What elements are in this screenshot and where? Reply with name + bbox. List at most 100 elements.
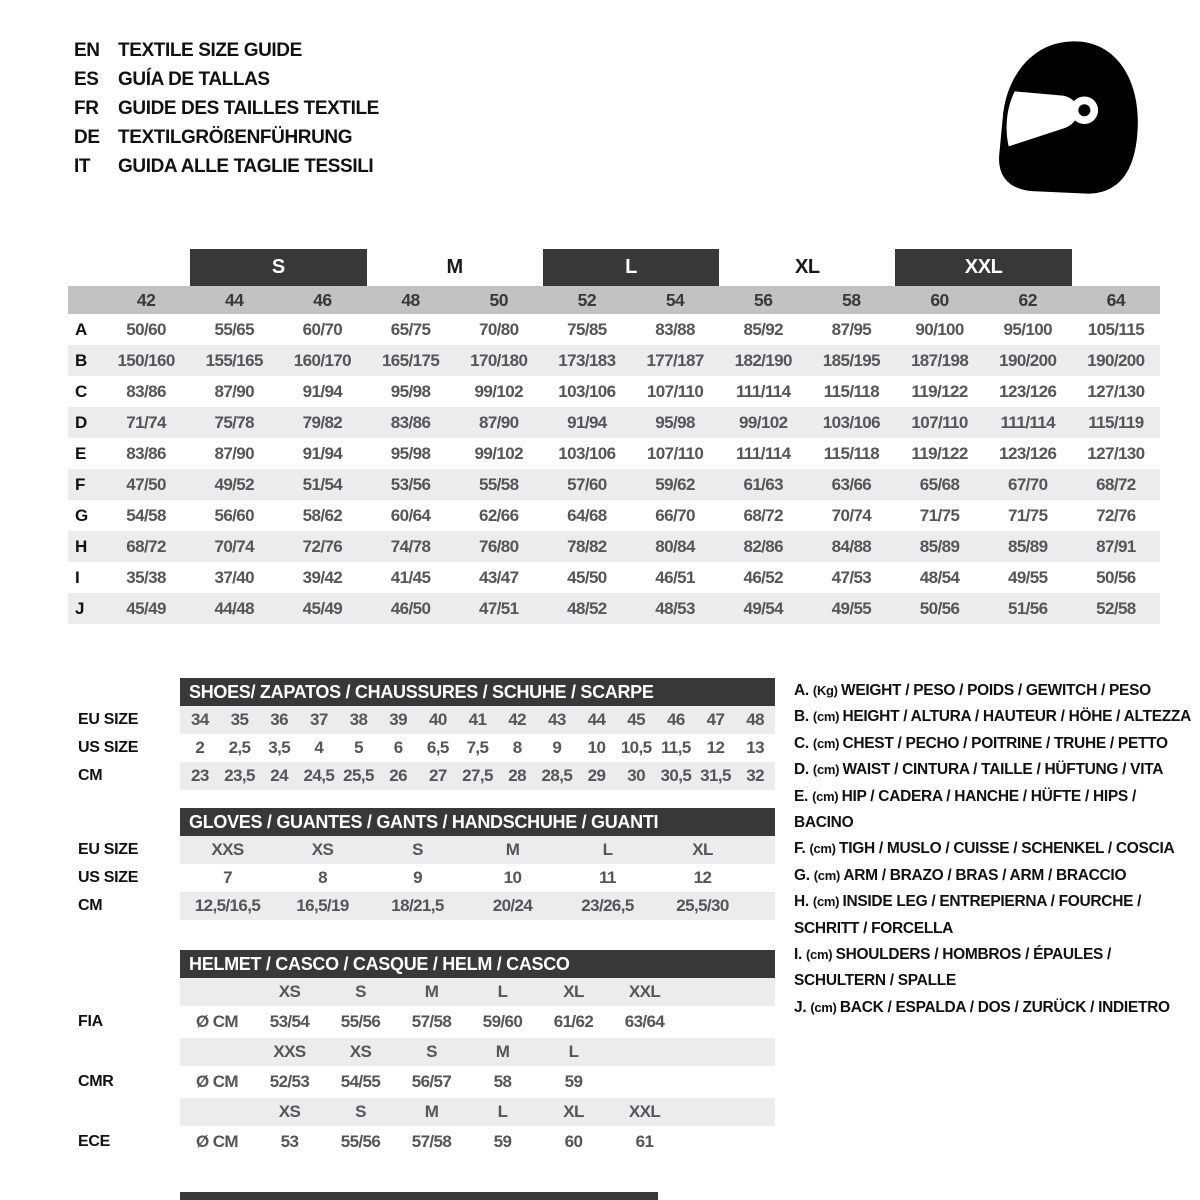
language-row: EN TEXTILE SIZE GUIDE xyxy=(74,36,379,65)
size-value: 47/50 xyxy=(126,474,166,494)
size-value: 37/40 xyxy=(214,567,255,587)
value-cell: 11 xyxy=(599,868,616,887)
helmet-value: 52/53 xyxy=(269,1072,310,1091)
legend-item: C. (cm) CHEST / PECHO / POITRINE / TRUHE… xyxy=(794,731,1198,757)
value-cell: 39 xyxy=(389,710,408,729)
size-value: 105/115 xyxy=(1087,319,1145,339)
textile-size-table: S M L XL XXL 42 44 46 48 50 52 54 56 58 60 62 64 A 50/60… xyxy=(68,249,1160,624)
value-cell: 30,5 xyxy=(660,766,692,785)
size-value: 48/52 xyxy=(567,598,607,618)
value-cell: 4 xyxy=(314,738,324,757)
size-value: 160/170 xyxy=(293,350,352,370)
size-value: 48/54 xyxy=(919,567,960,587)
size-value: 39/42 xyxy=(302,567,343,587)
size-value: 99/102 xyxy=(739,412,788,432)
value-cell: 36 xyxy=(270,710,289,729)
helmet-size: XXL xyxy=(628,982,661,1001)
size-value: 50/56 xyxy=(919,598,960,618)
legend-key: E. xyxy=(794,787,813,805)
size-value: 187/198 xyxy=(910,350,969,370)
data-row: XXS XS S M L XL xyxy=(180,836,775,864)
numeric-size: 58 xyxy=(842,289,861,310)
size-value: 87/90 xyxy=(214,443,255,463)
legend-text: ARM / BRAZO / BRAS / ARM / BRACCIO xyxy=(843,866,1127,884)
legend-text: HEIGHT / ALTURA / HAUTEUR / HÖHE / ALTEZ… xyxy=(842,708,1191,726)
size-value: 87/90 xyxy=(214,381,255,401)
helmet-value-row-fia: Ø CM 53/54 55/56 57/58 59/60 61/62 63/64 xyxy=(180,1006,775,1038)
language-row: IT GUIDA ALLE TAGLIE TESSILI xyxy=(74,152,379,181)
legend-key: H. xyxy=(794,893,813,911)
value-cell: 6 xyxy=(393,738,403,757)
value-cell: 3,5 xyxy=(268,738,291,757)
size-value: 107/110 xyxy=(646,381,704,401)
group-spacer xyxy=(68,249,190,286)
size-value: 35/38 xyxy=(126,567,166,587)
size-value: 95/100 xyxy=(1003,319,1053,339)
value-cell: XL xyxy=(692,840,713,859)
numeric-size: 42 xyxy=(136,289,156,310)
legend-item: F. (cm) TIGH / MUSLO / CUISSE / SCHENKEL… xyxy=(794,836,1198,862)
size-value: 95/98 xyxy=(655,412,695,432)
helmet-size-row-fia: XS S M L XL XXL xyxy=(180,978,775,1006)
legend-item: A. (Kg) WEIGHT / PESO / POIDS / GEWITCH … xyxy=(794,678,1198,704)
size-value: 87/91 xyxy=(1096,536,1136,556)
size-value: 52/58 xyxy=(1096,598,1136,618)
measurement-row-d: D 71/74 75/78 79/82 83/86 87/90 91/94 95/98 99/1… xyxy=(68,407,1160,438)
helmet-size-row-cmr: XXS XS S M L xyxy=(180,1038,775,1066)
size-value: 177/187 xyxy=(646,350,704,370)
measurement-row-f: F 47/50 49/52 51/54 53/56 55/58 57/60 59/62 61/6… xyxy=(68,469,1160,500)
size-value: 119/122 xyxy=(911,443,968,463)
legend-item: H. (cm) INSIDE LEG / ENTREPIERNA / FOURC… xyxy=(794,889,1198,942)
value-cell: XS xyxy=(311,840,334,859)
row-letter: E xyxy=(75,443,87,463)
row-label: CM xyxy=(78,897,103,914)
measurement-row-c: C 83/86 87/90 91/94 95/98 99/102 103/106 107/11… xyxy=(68,376,1160,407)
size-value: 103/106 xyxy=(822,412,881,432)
size-value: 58/62 xyxy=(302,505,343,525)
value-cell: 45 xyxy=(627,710,646,729)
size-group-m: M xyxy=(446,256,464,278)
size-value: 45/49 xyxy=(302,598,343,618)
value-cell: 43 xyxy=(547,710,566,729)
legend-key: F. xyxy=(794,840,810,858)
helmet-section: HELMET / CASCO / CASQUE / HELM / CASCO X… xyxy=(78,950,775,1158)
size-value: 79/82 xyxy=(302,412,343,432)
row-letter: I xyxy=(75,567,80,587)
language-code: IT xyxy=(74,155,91,177)
helmet-size: XL xyxy=(563,1102,584,1121)
helmet-value: 61/62 xyxy=(553,1012,594,1031)
size-value: 49/54 xyxy=(743,598,784,618)
size-value: 45/50 xyxy=(567,567,607,587)
helmet-size: XS xyxy=(278,1102,301,1121)
measurement-row-g: G 54/58 56/60 58/62 60/64 62/66 64/68 66/70 68/7… xyxy=(68,500,1160,531)
value-cell: 8 xyxy=(512,738,522,757)
size-value: 165/175 xyxy=(381,350,440,370)
size-value: 44/48 xyxy=(214,598,255,618)
value-cell: 6,5 xyxy=(426,738,449,757)
measurement-row-a: A 50/60 55/65 60/70 65/75 70/80 75/85 83/88 85/9… xyxy=(68,314,1160,345)
language-title-list: EN TEXTILE SIZE GUIDE ES GUÍA DE TALLAS FR GU… xyxy=(74,36,379,181)
value-cell: 46 xyxy=(666,710,685,729)
helmet-value: 53/54 xyxy=(269,1012,310,1031)
size-value: 56/60 xyxy=(214,505,255,525)
legend-text: CHEST / PECHO / POITRINE / TRUHE / PETTO xyxy=(842,734,1168,752)
helmet-size-row-ece: XS S M L XL XXL xyxy=(180,1098,775,1126)
numeric-size: 44 xyxy=(225,289,244,310)
size-value: 90/100 xyxy=(915,319,964,339)
helmet-value: 61 xyxy=(635,1132,654,1151)
value-cell: 2,5 xyxy=(228,738,251,757)
num-spacer xyxy=(68,286,102,314)
size-value: 59/62 xyxy=(655,474,695,494)
value-cell: 7,5 xyxy=(466,738,489,757)
legend-unit: (cm) xyxy=(812,788,842,804)
value-cell: 25,5/30 xyxy=(676,896,729,915)
helmet-value: 57/58 xyxy=(411,1132,452,1151)
size-value: 115/118 xyxy=(823,381,880,401)
diameter-label: Ø CM xyxy=(196,1132,239,1151)
size-value: 87/95 xyxy=(831,319,872,339)
size-value: 71/75 xyxy=(919,505,960,525)
value-cell: 8 xyxy=(318,868,327,887)
guide-title: GUÍA DE TALLAS xyxy=(118,68,270,90)
numeric-size: 62 xyxy=(1018,289,1038,310)
size-value: 99/102 xyxy=(474,381,524,401)
